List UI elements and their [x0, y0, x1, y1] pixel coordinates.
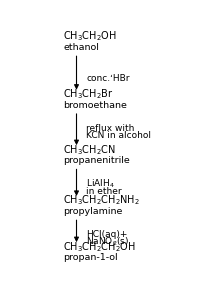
Text: bromoethane: bromoethane [63, 101, 127, 110]
Text: in ether: in ether [86, 187, 122, 196]
Text: LiAlH$_4$: LiAlH$_4$ [86, 177, 115, 190]
Text: CH$_3$CH$_2$Br: CH$_3$CH$_2$Br [63, 87, 114, 101]
Text: conc.ʻHBr: conc.ʻHBr [86, 74, 130, 83]
Text: KCN in alcohol: KCN in alcohol [86, 131, 152, 140]
Text: CH$_3$CH$_2$CH$_2$NH$_2$: CH$_3$CH$_2$CH$_2$NH$_2$ [63, 194, 140, 207]
Text: CH$_3$CH$_2$CN: CH$_3$CH$_2$CN [63, 143, 116, 157]
Text: HCl(aq)+: HCl(aq)+ [86, 230, 128, 239]
Text: propylamine: propylamine [63, 207, 123, 216]
Text: reflux with: reflux with [86, 124, 135, 133]
Text: CH$_3$CH$_2$OH: CH$_3$CH$_2$OH [63, 30, 117, 44]
Text: ethanol: ethanol [63, 43, 99, 52]
Text: NaNO$_2$(s): NaNO$_2$(s) [86, 236, 130, 248]
Text: propan-1-ol: propan-1-ol [63, 254, 118, 262]
Text: CH$_3$CH$_2$CH$_2$OH: CH$_3$CH$_2$CH$_2$OH [63, 240, 136, 254]
Text: propanenitrile: propanenitrile [63, 156, 130, 165]
